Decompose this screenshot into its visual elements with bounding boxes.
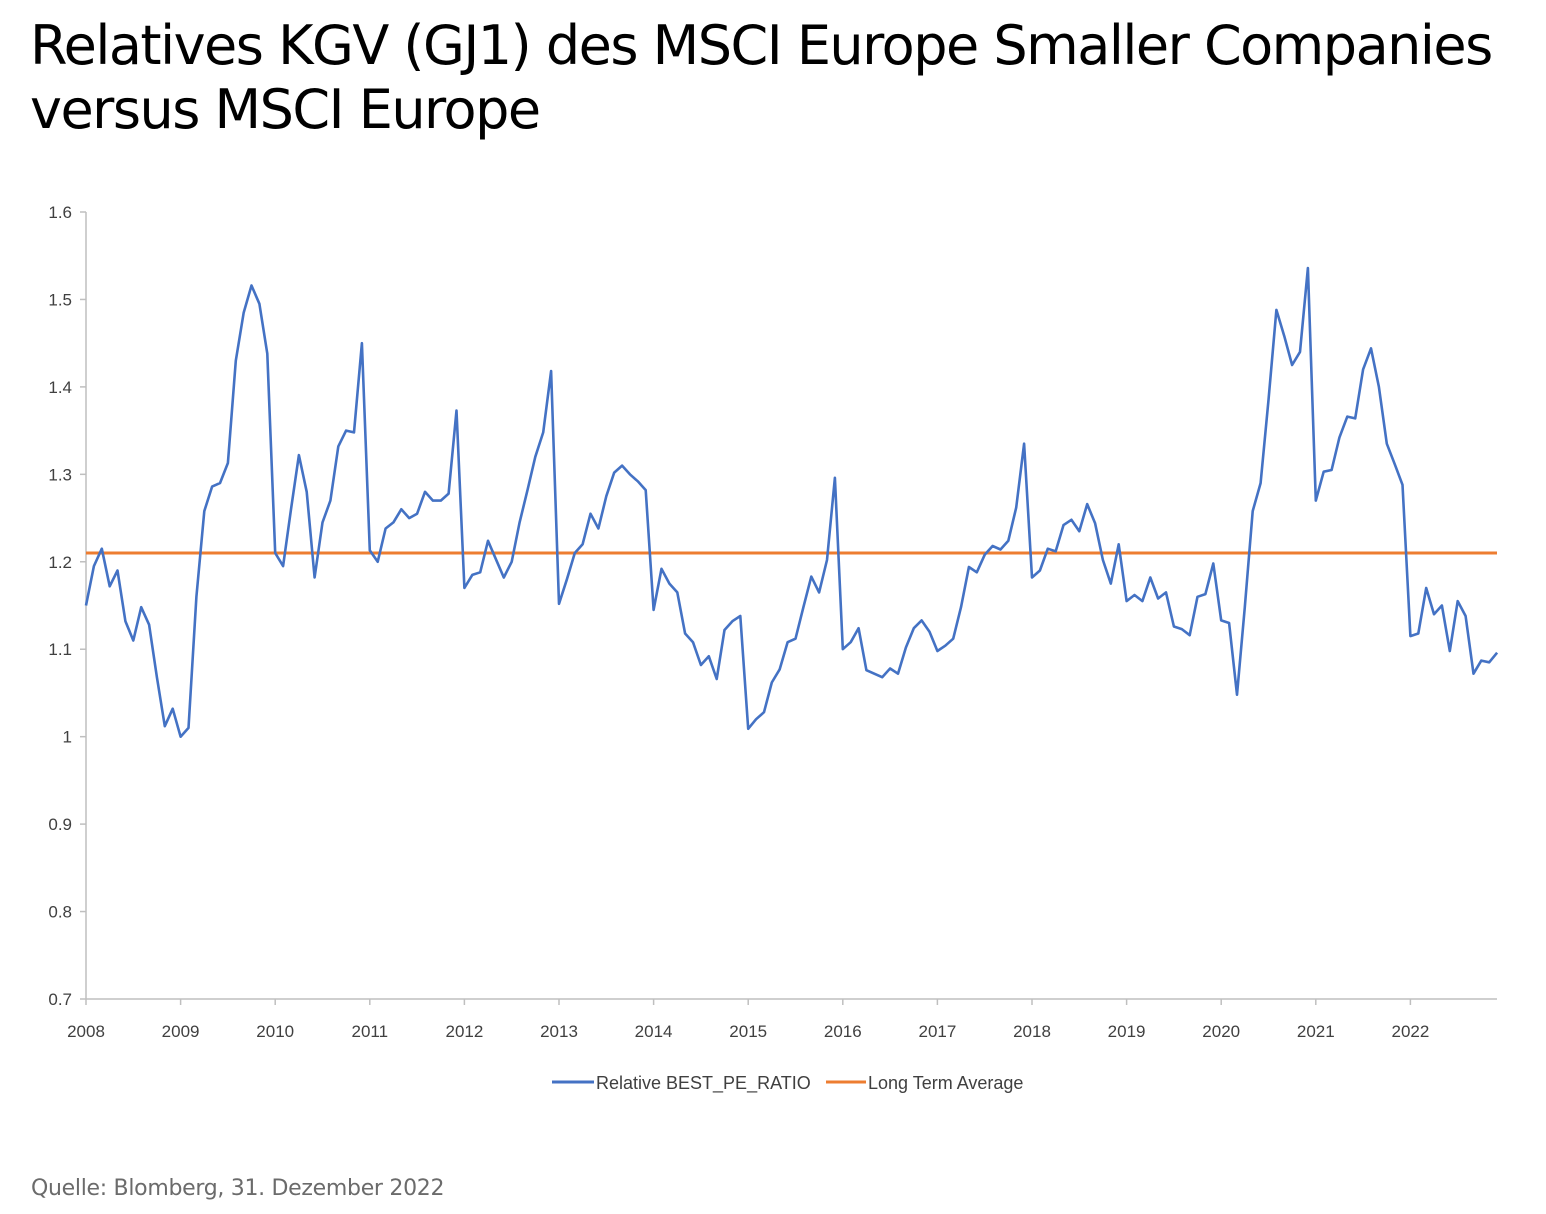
page-title: Relatives KGV (GJ1) des MSCI Europe Smal…: [30, 14, 1493, 141]
y-tick-label: 1.5: [48, 290, 72, 309]
x-tick-label: 2021: [1297, 1022, 1335, 1041]
y-tick-label: 1.3: [48, 465, 72, 484]
x-tick-label: 2019: [1108, 1022, 1146, 1041]
y-tick-label: 0.8: [48, 903, 72, 922]
y-tick-label: 1.4: [48, 378, 72, 397]
x-tick-label: 2011: [352, 1022, 389, 1041]
x-tick-label: 2014: [635, 1022, 673, 1041]
legend: Relative BEST_PE_RATIO Long Term Average: [552, 1073, 1023, 1094]
y-tick-label: 1.2: [48, 553, 72, 572]
y-tick-label: 0.9: [48, 815, 72, 834]
legend-label-long-term-average: Long Term Average: [868, 1073, 1023, 1093]
x-tick-label: 2013: [540, 1022, 578, 1041]
x-tick-label: 2010: [256, 1022, 294, 1041]
y-tick-label: 1.1: [48, 640, 72, 659]
legend-label-relative-pe: Relative BEST_PE_RATIO: [596, 1073, 811, 1094]
x-axis: 2008 2009 2010 2011 2012 2013 2014 2015 2016 2017…: [67, 998, 1497, 1041]
x-tick-label: 2012: [445, 1022, 483, 1041]
x-tick-label: 2009: [162, 1022, 200, 1041]
relative-pe-ratio-line: [84, 266, 1499, 739]
y-axis: 0.7 0.8 0.9 1 1.1 1.2 1.3 1.4 1.5 1.6: [48, 203, 87, 1009]
x-tick-label: 2017: [918, 1022, 956, 1041]
x-tick-label: 2015: [729, 1022, 767, 1041]
x-tick-label: 2020: [1202, 1022, 1240, 1041]
x-tick-label: 2016: [824, 1022, 862, 1041]
y-tick-label: 1.6: [48, 203, 72, 222]
source-note: Quelle: Blomberg, 31. Dezember 2022: [31, 1176, 445, 1201]
x-tick-label: 2008: [67, 1022, 105, 1041]
x-tick-label: 2018: [1013, 1022, 1051, 1041]
y-tick-label: 0.7: [48, 990, 72, 1009]
plot-area: [84, 266, 1499, 739]
x-tick-label: 2022: [1391, 1022, 1429, 1041]
y-tick-label: 1: [63, 728, 72, 747]
